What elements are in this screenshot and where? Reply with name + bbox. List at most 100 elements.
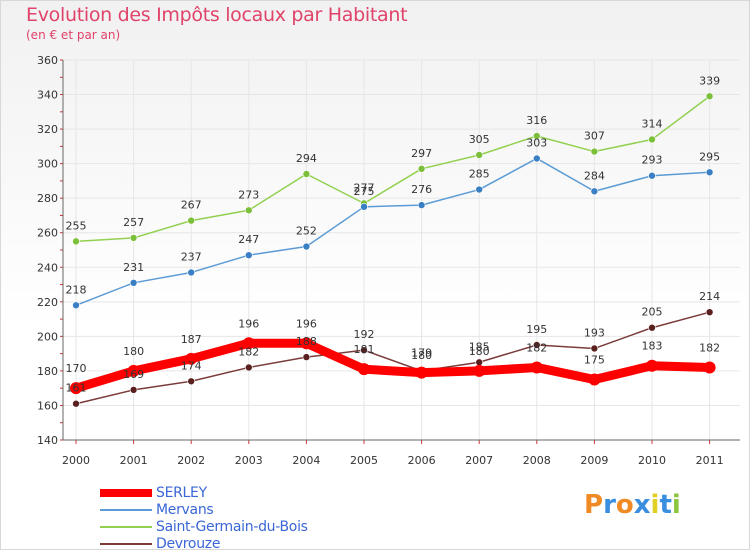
y-tick-label: 260 xyxy=(37,227,58,240)
legend-swatch-devrouze xyxy=(100,542,152,545)
data-point xyxy=(245,206,253,215)
data-label: 188 xyxy=(296,335,317,348)
legend-swatch-saint-germain xyxy=(100,525,152,528)
data-point xyxy=(129,386,138,394)
logo-letter: P xyxy=(584,490,604,520)
x-tick-label: 2008 xyxy=(523,454,551,467)
data-point xyxy=(588,373,601,386)
y-tick-label: 320 xyxy=(37,123,58,136)
data-point xyxy=(129,234,138,242)
data-point xyxy=(187,216,195,225)
data-label: 339 xyxy=(699,74,720,87)
data-label: 192 xyxy=(354,328,375,341)
data-label: 181 xyxy=(354,343,375,356)
x-tick-label: 2004 xyxy=(292,454,320,467)
logo-letter: i xyxy=(671,490,681,520)
logo-letter: i xyxy=(650,490,660,520)
chart-title: Evolution des Impôts locaux par Habitant xyxy=(26,4,408,26)
series-line-saint-germain-du-bois xyxy=(75,95,711,243)
data-point xyxy=(648,135,656,144)
series-line-mervans xyxy=(75,157,711,307)
x-tick-label: 2003 xyxy=(235,454,263,467)
data-label: 305 xyxy=(469,133,490,146)
y-tick-label: 300 xyxy=(37,158,58,171)
legend-item-devrouze: Devrouze xyxy=(100,535,308,552)
x-tick-label: 2010 xyxy=(638,454,666,467)
data-label: 276 xyxy=(411,183,432,196)
legend-swatch-mervans xyxy=(100,508,152,511)
legend: SERLEY Mervans Saint-Germain-du-Bois Dev… xyxy=(100,484,308,552)
data-point xyxy=(590,187,599,196)
data-label: 307 xyxy=(584,130,605,143)
data-label: 179 xyxy=(411,347,432,360)
series-line-devrouze xyxy=(75,311,711,405)
data-point xyxy=(245,251,253,259)
data-point xyxy=(475,151,484,159)
data-label: 293 xyxy=(642,154,663,167)
data-point xyxy=(242,337,255,350)
x-tick-label: 2011 xyxy=(696,454,724,467)
data-point xyxy=(415,366,428,379)
legend-item-saint-germain: Saint-Germain-du-Bois xyxy=(100,518,308,535)
data-point xyxy=(705,168,714,177)
data-point xyxy=(72,237,80,246)
data-point xyxy=(70,382,82,395)
data-point xyxy=(590,147,599,156)
data-label: 169 xyxy=(123,368,144,381)
data-label: 185 xyxy=(469,340,490,353)
data-label: 180 xyxy=(411,349,432,362)
logo-letter: o xyxy=(615,490,634,520)
data-label: 161 xyxy=(66,382,87,395)
data-point xyxy=(127,364,140,377)
data-label: 214 xyxy=(699,290,720,303)
data-label: 196 xyxy=(238,317,259,330)
logo-letter: t xyxy=(659,490,672,520)
logo-letter: x xyxy=(633,490,651,520)
data-point xyxy=(530,361,543,374)
y-tick-label: 200 xyxy=(37,330,58,343)
data-label: 297 xyxy=(411,147,432,160)
y-tick-label: 280 xyxy=(37,192,58,205)
data-label: 273 xyxy=(238,188,259,201)
data-label: 180 xyxy=(123,345,144,358)
data-point xyxy=(475,185,484,194)
x-tick-label: 2000 xyxy=(62,454,90,467)
legend-label-saint-germain: Saint-Germain-du-Bois xyxy=(156,518,308,535)
x-tick-label: 2001 xyxy=(120,454,148,467)
data-label: 252 xyxy=(296,225,317,238)
data-label: 277 xyxy=(354,181,375,194)
y-tick-label: 140 xyxy=(37,434,58,447)
data-point xyxy=(648,171,656,180)
chart-subtitle: (en € et par an) xyxy=(26,28,121,42)
data-label: 231 xyxy=(123,261,144,274)
data-point xyxy=(475,358,484,367)
data-label: 182 xyxy=(526,341,547,354)
data-point xyxy=(703,361,716,374)
data-label: 170 xyxy=(66,362,87,375)
data-point xyxy=(417,165,426,173)
y-tick-label: 220 xyxy=(37,296,58,309)
data-point xyxy=(72,399,80,408)
data-point xyxy=(302,170,311,178)
logo-letter: r xyxy=(603,490,616,520)
data-label: 193 xyxy=(584,326,605,339)
data-label: 295 xyxy=(699,150,720,163)
data-label: 180 xyxy=(469,345,490,358)
data-point xyxy=(185,352,198,365)
data-label: 187 xyxy=(181,333,202,346)
data-label: 182 xyxy=(238,345,259,358)
data-point xyxy=(245,363,253,372)
y-tick-label: 180 xyxy=(37,365,58,378)
x-tick-label: 2005 xyxy=(350,454,378,467)
y-tick-label: 240 xyxy=(37,261,58,274)
data-label: 183 xyxy=(642,340,663,353)
data-point xyxy=(705,308,714,316)
legend-label-serley: SERLEY xyxy=(156,484,207,501)
series-line-serley xyxy=(71,338,715,393)
data-label: 257 xyxy=(123,216,144,229)
data-point xyxy=(129,279,138,287)
data-point xyxy=(72,301,80,310)
y-tick-label: 360 xyxy=(37,54,58,67)
data-point xyxy=(302,353,311,361)
